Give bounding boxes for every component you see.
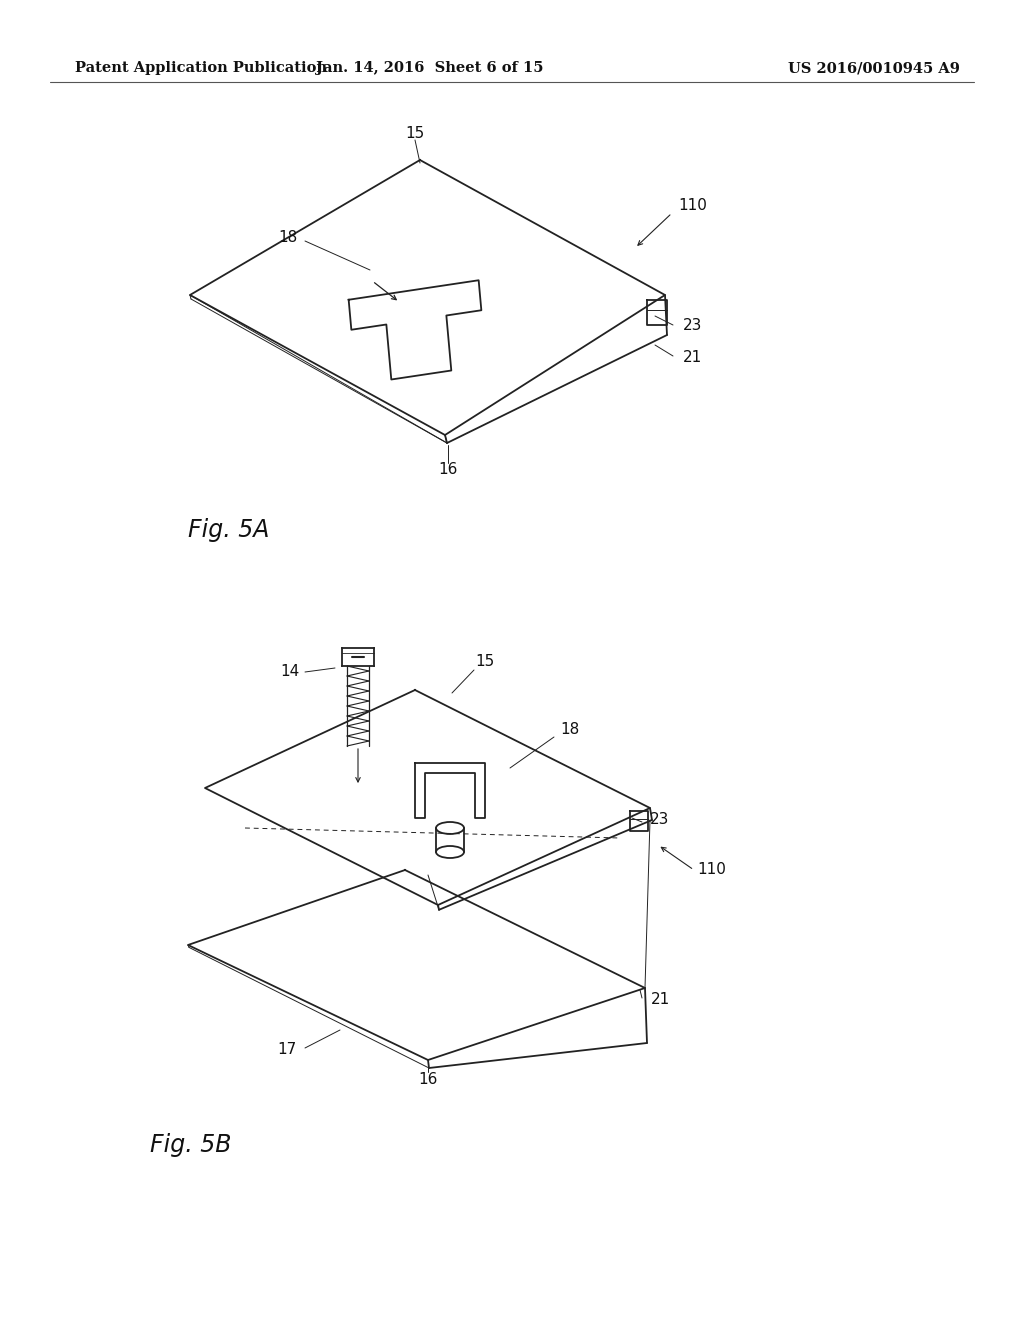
Text: 21: 21 (650, 993, 670, 1007)
Text: 23: 23 (683, 318, 702, 333)
Text: 15: 15 (406, 125, 425, 140)
Text: 18: 18 (279, 231, 298, 246)
Text: Fig. 5A: Fig. 5A (188, 517, 269, 543)
Text: 18: 18 (560, 722, 580, 738)
Text: 21: 21 (683, 351, 702, 366)
Text: 15: 15 (475, 655, 495, 669)
Text: Fig. 5B: Fig. 5B (150, 1133, 231, 1158)
Text: 16: 16 (438, 462, 458, 478)
Text: Jan. 14, 2016  Sheet 6 of 15: Jan. 14, 2016 Sheet 6 of 15 (316, 61, 544, 75)
Text: Patent Application Publication: Patent Application Publication (75, 61, 327, 75)
Text: 14: 14 (281, 664, 300, 680)
Text: 23: 23 (650, 813, 670, 828)
Text: 110: 110 (697, 862, 726, 878)
Text: US 2016/0010945 A9: US 2016/0010945 A9 (788, 61, 961, 75)
Text: 16: 16 (419, 1072, 437, 1088)
Text: 17: 17 (278, 1043, 297, 1057)
Text: 110: 110 (679, 198, 708, 213)
